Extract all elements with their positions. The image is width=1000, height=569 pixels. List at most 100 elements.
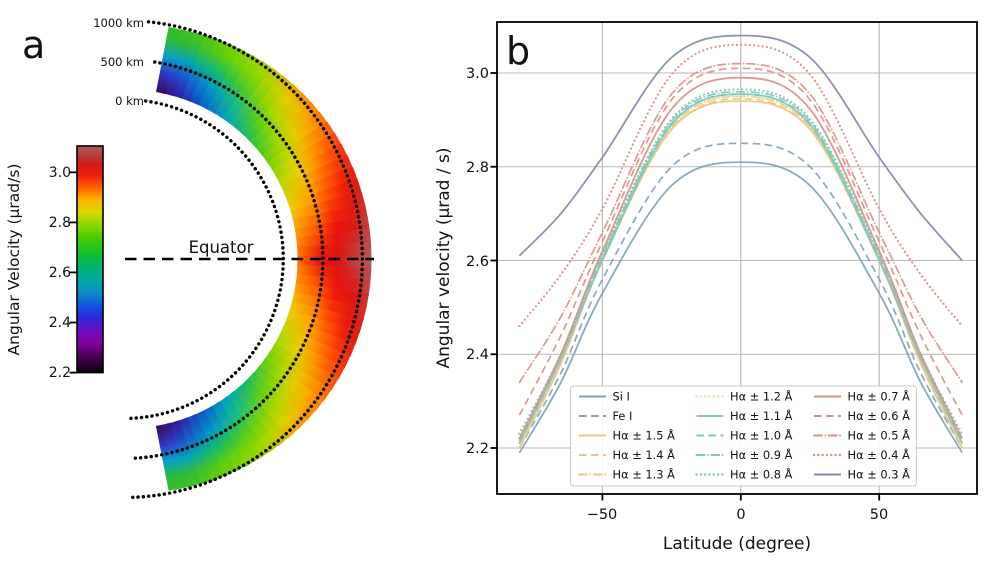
- ytick-label-3.0: 3.0: [466, 66, 489, 82]
- legend-label: Hα ± 1.1 Å: [730, 408, 793, 423]
- band-segment: [194, 410, 236, 477]
- panel-a-overlays: [125, 20, 374, 500]
- plot-curves: [518, 34, 964, 454]
- legend-label: Hα ± 0.5 Å: [848, 428, 911, 443]
- band-segment: [178, 417, 213, 485]
- colorbar-gradient: [77, 146, 103, 373]
- band-segment: [294, 216, 370, 239]
- colorbar-tick-2.6: 2.6: [49, 265, 71, 281]
- band-segment: [155, 424, 177, 491]
- ytick-label-2.8: 2.8: [466, 160, 489, 176]
- band-segment: [169, 420, 201, 488]
- curve-hα-±-1.1-å: [518, 93, 964, 444]
- band-segment: [297, 241, 372, 258]
- colorbar-tick-2.4: 2.4: [49, 315, 71, 331]
- band-segment: [284, 166, 358, 204]
- band-segment: [292, 203, 368, 230]
- band-segment: [186, 414, 225, 482]
- plot-frame: [496, 21, 978, 495]
- band-segment: [198, 43, 242, 110]
- band-segment: [181, 34, 219, 103]
- xtick-label-50: 50: [870, 507, 888, 523]
- band-segment: [218, 396, 269, 461]
- xtick-label-0: 0: [736, 507, 745, 523]
- band-segment: [246, 372, 308, 430]
- altitude-ring-0km: [127, 99, 285, 421]
- band-segment: [243, 83, 303, 143]
- colorbar: [69, 145, 104, 374]
- legend-label: Hα ± 1.2 Å: [730, 389, 793, 404]
- curve-hα-±-0.5-å: [518, 62, 964, 384]
- band-segment: [249, 92, 312, 149]
- band-segment: [264, 350, 332, 402]
- legend-label: Hα ± 0.9 Å: [730, 447, 793, 462]
- x-axis-label: Latitude (degree): [663, 534, 811, 554]
- curve-hα-±-1.4-å: [518, 97, 963, 444]
- band-segment: [276, 143, 348, 187]
- band-segment: [272, 132, 342, 179]
- band-segment: [226, 390, 280, 454]
- legend-label: Hα ± 1.3 Å: [613, 467, 676, 482]
- band-segment: [269, 343, 339, 391]
- band-segment: [261, 111, 328, 164]
- band-segment: [229, 67, 284, 130]
- ytick-label-2.2: 2.2: [466, 441, 489, 457]
- y-axis-label: Angular velocity (μrad / s): [434, 147, 454, 368]
- band-segment: [240, 378, 299, 439]
- curve-hα-±-0.3-å: [518, 34, 963, 262]
- band-segment: [222, 60, 274, 125]
- band-segment: [274, 335, 345, 380]
- colorbar-tick-3.0: 3.0: [49, 165, 71, 181]
- band-segment: [287, 178, 362, 213]
- legend-label: Hα ± 1.0 Å: [730, 428, 793, 443]
- plot-legend: Si I Fe I Hα ± 1.5 Å Hα ± 1.4 Å Hα ± 1.3 Å Hα…: [570, 385, 917, 487]
- band-segment: [282, 318, 356, 358]
- band-segment: [294, 283, 369, 308]
- band-segment: [259, 358, 325, 412]
- band-segment: [236, 75, 294, 136]
- band-segment: [202, 406, 248, 472]
- legend-label: Fe I: [613, 409, 633, 423]
- legend-label: Hα ± 1.4 Å: [613, 447, 676, 462]
- colorbar-tick-2.8: 2.8: [49, 215, 71, 231]
- colorbar-ticks: [69, 171, 77, 374]
- colorbar-axis-label: Angular Velocity (μrad/s): [5, 164, 23, 356]
- ytick-label-2.4: 2.4: [466, 347, 489, 363]
- band-segment: [291, 292, 367, 321]
- xtick-label-neg50: −50: [587, 507, 618, 523]
- band-segment: [295, 274, 371, 296]
- legend-label: Hα ± 1.5 Å: [613, 428, 676, 443]
- band-segment: [286, 309, 360, 346]
- panel-a-velocity-band: [155, 27, 372, 491]
- panel-a-label: a: [22, 23, 45, 67]
- colorbar-tick-2.2: 2.2: [49, 365, 71, 381]
- band-segment: [278, 326, 351, 369]
- band-segment: [290, 190, 366, 222]
- band-segment: [156, 27, 183, 95]
- legend-box: [570, 385, 917, 487]
- legend-label: Hα ± 0.8 Å: [730, 467, 793, 482]
- legend-label: Hα ± 0.3 Å: [848, 467, 911, 482]
- band-segment: [289, 301, 364, 333]
- band-segment: [280, 154, 353, 196]
- curve-hα-±-0.7-å: [518, 76, 964, 439]
- curve-fe-i: [518, 142, 963, 449]
- panel-b-label: b: [506, 29, 530, 73]
- legend-label: Hα ± 0.6 Å: [848, 408, 911, 423]
- band-segment: [233, 385, 290, 447]
- band-segment: [296, 265, 372, 283]
- plot-tick-marks: [490, 72, 881, 501]
- curve-si-i: [518, 161, 963, 454]
- equator-label: Equator: [189, 238, 254, 257]
- curve-hα-±-0.4-å: [518, 43, 964, 328]
- legend-label: Hα ± 0.7 Å: [848, 389, 911, 404]
- legend-label: Hα ± 0.4 Å: [848, 447, 911, 462]
- ytick-label-2.6: 2.6: [466, 254, 489, 270]
- band-segment: [206, 48, 253, 115]
- band-segment: [256, 101, 320, 156]
- band-segment: [210, 401, 259, 467]
- band-segment: [160, 422, 189, 490]
- band-segment: [164, 29, 195, 97]
- altitude-label-0km: 0 km: [115, 94, 144, 108]
